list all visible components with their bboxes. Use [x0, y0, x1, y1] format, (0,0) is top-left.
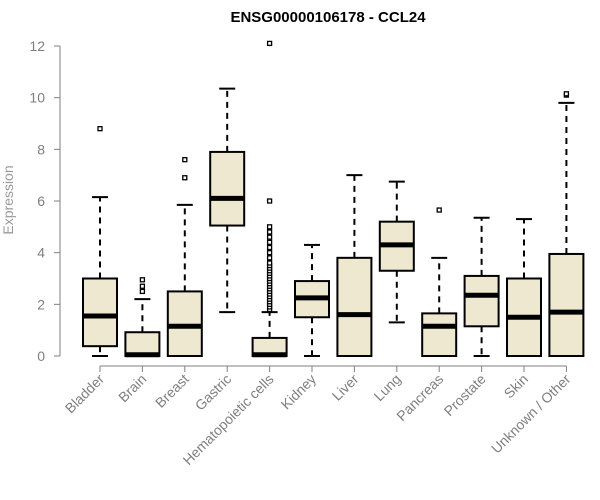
y-axis-label: Expression — [0, 165, 16, 234]
box-kidney — [294, 243, 330, 357]
y-tick-label: 6 — [37, 193, 45, 209]
box-gastric — [209, 87, 246, 314]
iqr-box — [336, 256, 373, 358]
x-tick-label: Pancreas — [393, 371, 446, 424]
box-hematopoietic-cells — [251, 40, 288, 358]
box-pancreas — [421, 207, 458, 357]
outlier-point — [436, 207, 442, 213]
box-liver — [336, 174, 373, 358]
box-bladder — [82, 126, 118, 357]
y-tick-label: 0 — [37, 348, 45, 364]
iqr-box — [209, 150, 246, 227]
box-lung — [378, 180, 415, 324]
outlier-point — [97, 126, 103, 132]
x-tick-label: Kidney — [278, 371, 320, 413]
x-tick-label: Prostate — [441, 371, 489, 419]
y-axis: 0 2 4 6 8 10 12 — [29, 38, 61, 364]
iqr-box — [166, 290, 203, 357]
y-tick-label: 8 — [37, 141, 45, 157]
outlier-point — [139, 283, 146, 289]
x-tick-label: Unknown / Other — [488, 371, 574, 457]
outlier-point — [266, 234, 273, 240]
box-skin — [506, 218, 542, 357]
box-prostate — [463, 216, 500, 357]
outlier-point — [563, 91, 570, 97]
boxes-group — [82, 40, 585, 358]
box-brain — [124, 277, 161, 358]
x-tick-label: Lung — [371, 371, 404, 404]
outlier-point — [266, 40, 273, 47]
y-tick-label: 12 — [29, 38, 45, 54]
outlier-point — [266, 260, 273, 266]
outlier-point — [266, 239, 273, 245]
x-tick-label: Liver — [329, 371, 362, 404]
box-unknown-other — [548, 91, 585, 357]
iqr-box — [463, 274, 500, 328]
outlier-point — [266, 224, 273, 230]
outlier-point — [266, 229, 273, 235]
box-breast — [166, 157, 203, 357]
y-tick-label: 4 — [37, 245, 45, 261]
iqr-box — [548, 252, 585, 357]
outlier-point — [266, 250, 273, 256]
y-tick-label: 10 — [29, 90, 45, 106]
outlier-point — [266, 255, 273, 261]
x-tick-label: Breast — [152, 371, 192, 411]
iqr-box — [82, 277, 118, 348]
iqr-box — [421, 312, 458, 357]
outlier-point — [139, 288, 146, 295]
x-tick-label: Skin — [501, 371, 532, 402]
outlier-point — [182, 157, 188, 163]
y-tick-label: 2 — [37, 296, 45, 312]
outlier-point — [139, 277, 146, 283]
x-tick-label: Brain — [115, 371, 149, 405]
outlier-point — [182, 175, 188, 181]
outlier-point — [266, 198, 273, 204]
x-tick-label: Bladder — [62, 371, 108, 417]
chart-title: ENSG00000106178 - CCL24 — [230, 9, 426, 26]
outlier-point — [266, 244, 273, 251]
